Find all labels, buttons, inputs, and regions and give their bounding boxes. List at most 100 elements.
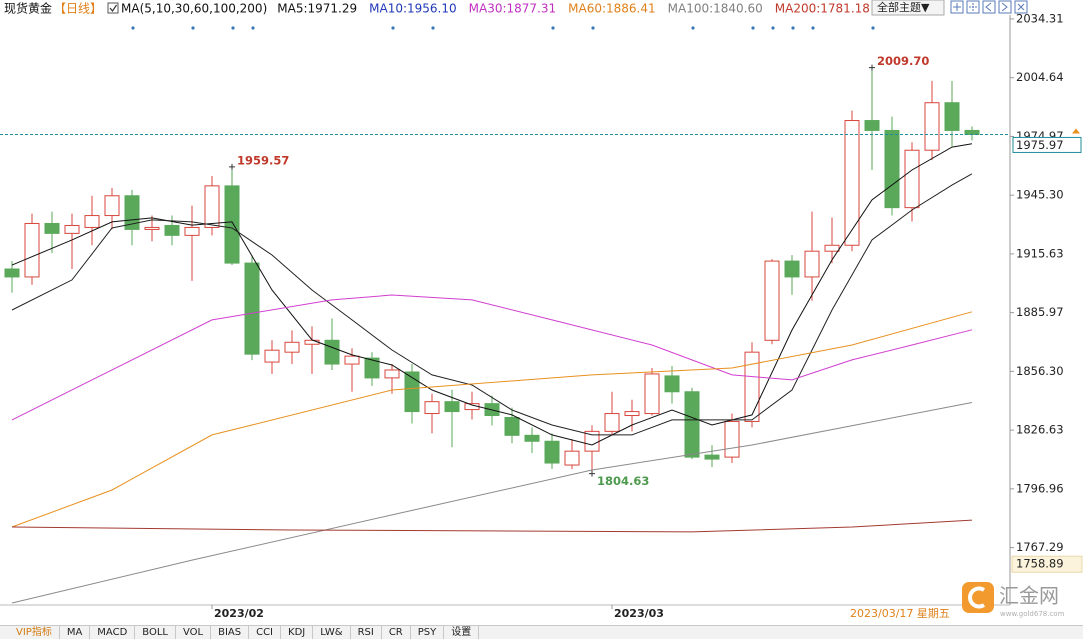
indicator-tab[interactable]: VIP指标: [0, 626, 60, 639]
toolbar: 全部主题▼: [871, 0, 1028, 16]
event-dot[interactable]: [791, 26, 795, 30]
y-tick-label: 1826.63: [1016, 423, 1064, 437]
legend-item: MA10:1956.10: [369, 2, 457, 16]
candle-body: [944, 102, 960, 131]
event-dot[interactable]: [591, 26, 595, 30]
candle-body: [684, 391, 700, 458]
last-price-box: [1012, 136, 1082, 153]
event-dot[interactable]: [431, 26, 435, 30]
indicator-tab[interactable]: VOL: [176, 626, 212, 639]
indicator-tab[interactable]: CCI: [249, 626, 282, 639]
ma-line: [11, 311, 973, 528]
legend-title: MA(5,10,30,60,100,200): [121, 2, 267, 16]
tool-icon[interactable]: [998, 0, 1012, 14]
candle-body: [964, 129, 980, 135]
extreme-marker: [589, 470, 595, 477]
theme-button[interactable]: [871, 0, 945, 16]
indicator-tab[interactable]: CR: [382, 626, 411, 639]
tool-icon-glyph: [969, 3, 977, 11]
candle-body: [564, 450, 580, 466]
indicator-tab[interactable]: RSI: [351, 626, 382, 639]
event-dot[interactable]: [691, 26, 695, 30]
candle-body: [704, 454, 720, 460]
event-dot[interactable]: [811, 26, 815, 30]
theme-button-label[interactable]: 全部主题▼: [877, 0, 930, 14]
tool-icon-glyph: [1001, 2, 1008, 12]
ma-line: [11, 143, 973, 446]
indicator-tab[interactable]: BOLL: [135, 626, 176, 639]
period-label: 【日线】: [54, 2, 102, 16]
indicator-tab[interactable]: MACD: [90, 626, 136, 639]
candle-body: [304, 339, 320, 345]
candle-body: [904, 149, 920, 209]
candle-body: [104, 195, 120, 217]
indicator-tab[interactable]: PSY: [411, 626, 445, 639]
candle-body: [804, 250, 820, 278]
event-dot[interactable]: [191, 26, 195, 30]
x-tick-label: 2023/03: [614, 607, 664, 620]
tool-icon[interactable]: [982, 0, 996, 14]
y-tick-label: 2004.64: [1016, 70, 1064, 84]
candle-body: [824, 244, 840, 252]
last-price-label: 1975.97: [1016, 138, 1064, 152]
logo: 汇金网 www.gold678.com: [962, 582, 1065, 618]
candle-body: [204, 185, 220, 228]
indicator-tab[interactable]: LW&: [313, 626, 351, 639]
candle-body: [524, 434, 540, 442]
event-dot[interactable]: [391, 26, 395, 30]
extreme-label: 1804.63: [597, 474, 649, 488]
cursor-price-box: [1011, 555, 1083, 573]
legend-item: MA30:1877.31: [469, 2, 557, 16]
candle-body: [444, 401, 460, 413]
last-price-arrow: [1072, 128, 1080, 134]
tool-icon-glyph: [985, 2, 992, 12]
candle-body: [184, 226, 200, 236]
legend-item: MA200:1781.18: [775, 2, 870, 16]
candle-body: [604, 413, 620, 432]
candle-body: [544, 440, 560, 464]
y-tick-label: 1885.97: [1016, 305, 1064, 319]
check-icon: [109, 4, 117, 13]
indicator-tab[interactable]: KDJ: [281, 626, 314, 639]
candle-body: [344, 355, 360, 365]
instrument-title: 现货黄金: [4, 1, 52, 16]
candle-body: [84, 215, 100, 228]
ma-line: [11, 294, 973, 421]
tool-icon-glyph: [953, 3, 961, 11]
candle-body: [424, 401, 440, 415]
candle-body: [724, 420, 740, 458]
event-dot[interactable]: [251, 26, 255, 30]
candle-body: [244, 262, 260, 355]
indicator-tab[interactable]: BIAS: [211, 626, 250, 639]
event-dot[interactable]: [771, 26, 775, 30]
event-dot[interactable]: [131, 26, 135, 30]
candle-body: [364, 357, 380, 379]
event-dot[interactable]: [871, 26, 875, 30]
candle-body: [924, 102, 940, 151]
ma-checkbox[interactable]: [107, 2, 119, 14]
event-dot[interactable]: [551, 26, 555, 30]
event-dots: [131, 26, 875, 30]
indicator-tab[interactable]: 设置: [444, 626, 480, 639]
candle-body: [24, 222, 40, 278]
ma-line: [11, 402, 973, 604]
candle-body: [64, 224, 80, 234]
candle-body: [164, 224, 180, 236]
event-dot[interactable]: [231, 26, 235, 30]
candle-body: [644, 373, 660, 415]
event-dot[interactable]: [751, 26, 755, 30]
x-tick-label: 2023/02: [214, 607, 264, 620]
candle-body: [44, 222, 60, 234]
cursor-date: 2023/03/17 星期五: [850, 607, 950, 620]
logo-name: 汇金网: [999, 584, 1059, 608]
legend-item: MA100:1840.60: [668, 2, 763, 16]
candle-body: [264, 349, 280, 363]
candle-body: [764, 260, 780, 341]
y-tick-label: 2034.31: [1016, 11, 1064, 25]
candle-body: [624, 411, 640, 417]
indicator-tab[interactable]: MA: [60, 626, 91, 639]
candle-body: [404, 371, 420, 413]
candle-body: [864, 120, 880, 131]
candle-body: [384, 369, 400, 379]
y-tick-label: 1915.63: [1016, 246, 1064, 260]
